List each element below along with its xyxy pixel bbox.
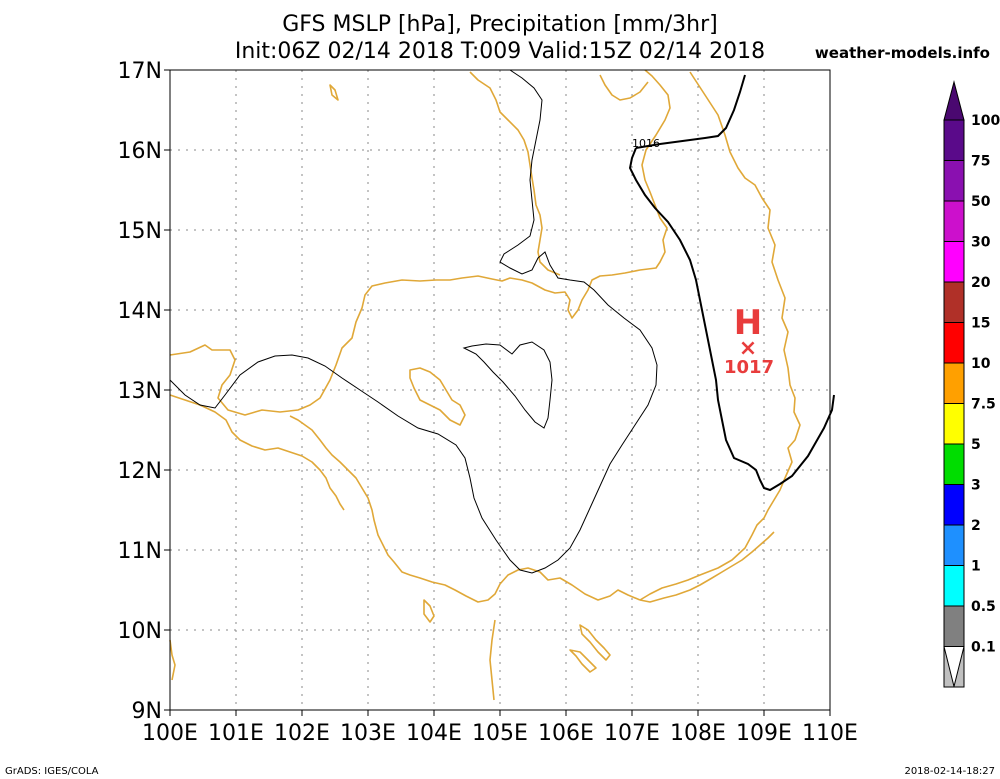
legend-swatch xyxy=(943,362,965,404)
legend-bottom-arrow xyxy=(943,646,965,687)
isobar-label: 1016 xyxy=(632,137,660,150)
lon-label: 101E xyxy=(208,721,264,746)
longitude-labels: 100E 101E 102E 103E 104E 105E 106E 107E 108E 109E… xyxy=(142,710,858,746)
lat-label: 17N xyxy=(118,59,162,84)
legend-label: 10 xyxy=(971,356,991,372)
lon-label: 100E xyxy=(142,721,198,746)
coastline-thailand-west xyxy=(169,394,345,511)
lon-label: 106E xyxy=(538,721,594,746)
coastline-vietnam-east xyxy=(639,71,801,601)
lat-label: 9N xyxy=(132,699,162,724)
legend-label: 3 xyxy=(971,478,981,494)
lat-label: 15N xyxy=(118,219,162,244)
lat-label: 16N xyxy=(118,139,162,164)
legend-swatch xyxy=(943,160,965,202)
coastline-con-dao xyxy=(569,649,597,673)
latitude-labels: 17N 16N 15N 14N 13N 12N 11N 10N 9N xyxy=(118,59,170,724)
coastline-cambodia-inland xyxy=(409,367,466,426)
coastline-south-west xyxy=(489,619,496,701)
lat-label: 13N xyxy=(118,379,162,404)
lat-label: 12N xyxy=(118,459,162,484)
lat-label: 10N xyxy=(118,619,162,644)
brand-label: weather-models.info xyxy=(815,44,990,62)
high-pressure-center: H × 1017 xyxy=(724,303,774,378)
legend-label: 75 xyxy=(971,154,990,170)
coastlines xyxy=(169,69,801,701)
lon-label: 102E xyxy=(274,721,330,746)
legend-swatch xyxy=(943,524,965,566)
precipitation-legend: 100 75 50 30 20 15 10 7.5 5 3 2 1 0.5 0.1 xyxy=(943,80,1000,688)
legend-label: 100 xyxy=(971,113,1000,129)
coastline-phu-quoc xyxy=(423,599,435,623)
high-marker: × xyxy=(739,336,757,361)
legend-swatch xyxy=(943,119,965,161)
lon-label: 109E xyxy=(736,721,792,746)
legend-swatch xyxy=(943,605,965,647)
isobar-1015-inner xyxy=(462,341,553,429)
legend-swatch xyxy=(943,281,965,323)
legend-label: 1 xyxy=(971,559,981,575)
coastline-mekong-delta xyxy=(289,415,641,603)
map-title-line1: GFS MSLP [hPa], Precipitation [mm/3hr] xyxy=(282,12,718,37)
legend-label: 7.5 xyxy=(971,397,996,413)
legend-swatch xyxy=(943,241,965,283)
coastline-isthmus xyxy=(169,639,176,681)
footer-timestamp: 2018-02-14-18:27 xyxy=(904,766,995,777)
grid-lines xyxy=(170,70,830,710)
legend-swatch xyxy=(943,403,965,445)
legend-label: 50 xyxy=(971,194,991,210)
legend-swatch xyxy=(943,565,965,607)
lon-label: 104E xyxy=(406,721,462,746)
legend-swatch xyxy=(943,484,965,526)
legend-label: 0.1 xyxy=(971,640,996,656)
isobars xyxy=(169,69,835,574)
legend-label: 30 xyxy=(971,235,991,251)
footer-credit: GrADS: IGES/COLA xyxy=(5,766,99,777)
legend-swatch xyxy=(943,200,965,242)
legend-label: 0.5 xyxy=(971,599,996,615)
lon-label: 107E xyxy=(604,721,660,746)
map-title-line2: Init:06Z 02/14 2018 T:009 Valid:15Z 02/1… xyxy=(235,39,765,64)
legend-label: 15 xyxy=(971,316,990,332)
legend-label: 5 xyxy=(971,437,981,453)
coastline-gulf-of-thailand xyxy=(169,69,671,416)
legend-label: 2 xyxy=(971,518,981,534)
coastline-hainan-bay xyxy=(599,74,649,101)
isobar-1016-east xyxy=(628,147,835,492)
lat-label: 14N xyxy=(118,299,162,324)
legend-top-arrow xyxy=(943,80,965,121)
coastline-islands-south xyxy=(579,624,611,661)
lon-label: 103E xyxy=(340,721,396,746)
lon-label: 105E xyxy=(472,721,528,746)
legend-swatch xyxy=(943,322,965,364)
isobar-1016 xyxy=(635,74,746,149)
map-panel: 1016 H × 1017 17N 16N 15N 14N 13N 12N 11N 10N 9N… xyxy=(118,59,858,746)
lon-label: 108E xyxy=(670,721,726,746)
high-pressure-value: 1017 xyxy=(724,357,774,378)
legend-label: 20 xyxy=(971,275,991,291)
high-symbol: H xyxy=(734,303,762,343)
coastline-vietnam-south xyxy=(639,531,775,603)
legend-swatch xyxy=(943,443,965,485)
coastline-laos-border xyxy=(469,71,561,276)
lat-label: 11N xyxy=(118,539,162,564)
isobar-1015 xyxy=(169,69,658,574)
lon-label: 110E xyxy=(802,721,858,746)
coastline-north-gulf xyxy=(329,84,339,101)
